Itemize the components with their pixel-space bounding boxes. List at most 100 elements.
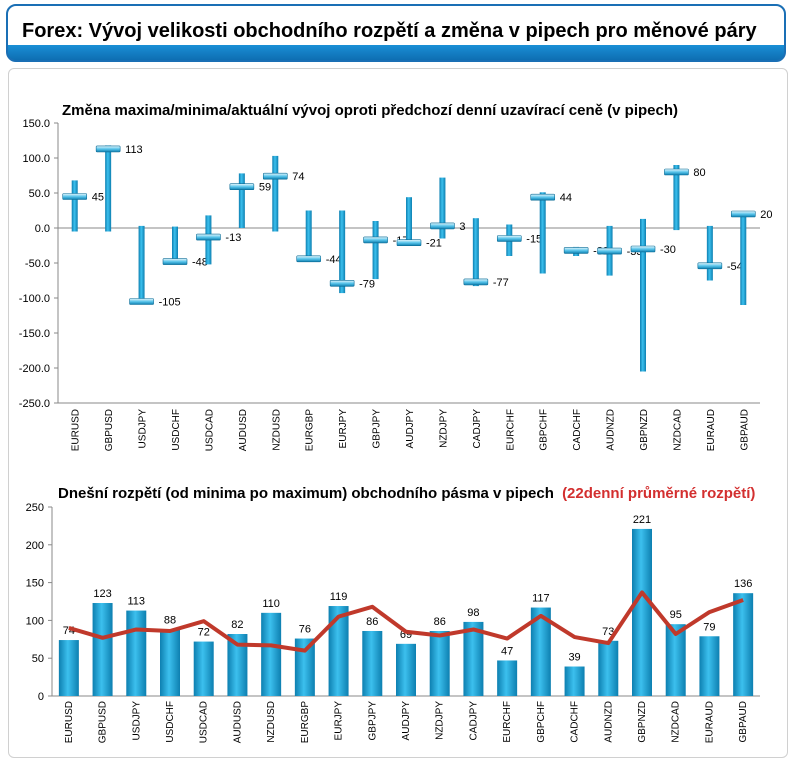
chart2-category-label: GBPAUD bbox=[738, 701, 749, 743]
chart2-category-label: USDCAD bbox=[199, 701, 210, 743]
chart1-category-label: AUDJPY bbox=[405, 409, 416, 449]
chart1-range-bar bbox=[339, 210, 346, 294]
chart2-category-label: GBPNZD bbox=[637, 701, 648, 743]
chart1-category-label: NZDJPY bbox=[438, 409, 449, 448]
chart2-bar bbox=[193, 641, 214, 696]
chart2-data-label: 76 bbox=[299, 624, 311, 636]
chart1-data-label: -77 bbox=[493, 277, 509, 289]
chart2-bar bbox=[328, 606, 349, 696]
chart2-category-label: NZDCAD bbox=[671, 701, 682, 743]
chart1-y-tick-label: 50.0 bbox=[29, 188, 50, 200]
chart1-category-label: EURCHF bbox=[505, 409, 516, 451]
chart1-current-marker bbox=[296, 255, 322, 263]
chart2-category-label: EURAUD bbox=[704, 701, 715, 743]
chart2-bar bbox=[396, 643, 416, 696]
chart1-axis: 150.0 100.0 50.0 0.0 -50.0 -100.0 -150.0 -200.0… bbox=[19, 118, 760, 451]
chart2-bar bbox=[598, 640, 619, 696]
chart1-category-label: EURGBP bbox=[305, 409, 316, 452]
chart2-marks: 7412311388728211076119866986984711739732… bbox=[58, 514, 754, 696]
chart2-bar bbox=[733, 593, 754, 696]
chart1-data-label: 74 bbox=[292, 171, 304, 183]
chart1-category-label: CADJPY bbox=[472, 409, 483, 449]
chart2-data-label: 82 bbox=[231, 619, 243, 631]
chart2-y-tick-label: 250 bbox=[26, 502, 44, 514]
chart1-data-label: -15 bbox=[526, 234, 542, 246]
chart1-marks: 45113-105-48-135974-44-79-17-213-77-1544… bbox=[62, 144, 773, 372]
chart1-current-marker bbox=[229, 183, 255, 190]
chart2-category-label: CADCHF bbox=[570, 701, 581, 743]
chart2-bar bbox=[429, 630, 450, 696]
chart2-category-label: GBPUSD bbox=[98, 701, 109, 743]
chart1-current-marker bbox=[730, 210, 756, 218]
chart1-range-bar bbox=[138, 225, 145, 303]
chart2-y-tick-label: 200 bbox=[26, 540, 44, 552]
chart1-data-label: -21 bbox=[426, 238, 442, 250]
chart2-data-label: 113 bbox=[128, 596, 146, 608]
chart2-data-label: 73 bbox=[602, 626, 614, 638]
chart2-category-label: GBPCHF bbox=[536, 701, 547, 743]
chart1-category-label: NZDCAD bbox=[672, 409, 683, 451]
chart2-y-tick-label: 50 bbox=[32, 653, 44, 665]
chart1-category-label: EURUSD bbox=[71, 409, 82, 451]
chart2-bar bbox=[497, 660, 518, 696]
chart1-current-marker bbox=[262, 172, 288, 180]
chart2-data-label: 110 bbox=[262, 598, 280, 610]
chart1-range-bar bbox=[372, 221, 379, 280]
chart1-range-bar bbox=[640, 218, 646, 372]
chart1-category-label: NZDUSD bbox=[271, 409, 282, 451]
chart2-bar bbox=[530, 607, 551, 696]
chart1-category-label: EURJPY bbox=[338, 409, 349, 449]
chart2-bar bbox=[362, 630, 383, 696]
chart1-current-marker bbox=[95, 145, 121, 153]
chart1-range-bar bbox=[305, 210, 312, 261]
chart1-y-tick-label: 0.0 bbox=[35, 223, 50, 235]
chart1-data-label: 80 bbox=[693, 167, 705, 179]
chart1-current-marker bbox=[496, 235, 522, 242]
chart2-data-label: 86 bbox=[366, 616, 378, 628]
chart1-current-marker bbox=[62, 193, 88, 200]
chart1-range-bar bbox=[272, 155, 279, 232]
chart1-range-bar bbox=[105, 145, 112, 232]
chart2-category-label: EURUSD bbox=[64, 701, 75, 743]
chart2-category-label: AUDJPY bbox=[401, 701, 412, 741]
chart1-data-label: 113 bbox=[125, 144, 143, 156]
chart1-data-label: 20 bbox=[760, 209, 772, 221]
chart1-y-tick-label: -250.0 bbox=[19, 398, 50, 410]
chart2-data-label: 72 bbox=[198, 627, 210, 639]
chart1-data-label: -13 bbox=[225, 232, 241, 244]
chart2-data-label: 88 bbox=[164, 614, 176, 626]
chart1-category-label: GBPNZD bbox=[639, 409, 650, 451]
chart1-data-label: 59 bbox=[259, 182, 271, 194]
chart1-data-label: -79 bbox=[359, 278, 375, 290]
chart2-bar bbox=[665, 624, 686, 696]
chart2-y-tick-label: 100 bbox=[26, 615, 44, 627]
chart1-current-marker bbox=[162, 258, 188, 265]
chart2-data-label: 95 bbox=[670, 609, 682, 621]
chart1-range-bar bbox=[472, 218, 479, 287]
chart2-category-label: AUDNZD bbox=[603, 701, 614, 743]
chart1-y-tick-label: -150.0 bbox=[19, 328, 50, 340]
chart1-category-label: GBPAUD bbox=[739, 409, 750, 451]
chart1-current-marker bbox=[129, 298, 154, 305]
chart1-title: Změna maxima/minima/aktuální vývoj oprot… bbox=[62, 102, 678, 119]
chart1-current-marker bbox=[597, 247, 622, 255]
chart2-bar bbox=[294, 638, 315, 696]
chart1-range-bar bbox=[238, 173, 245, 228]
chart1-range-bar bbox=[439, 177, 446, 239]
header-banner: Forex: Vývoj velikosti obchodního rozpět… bbox=[6, 4, 786, 62]
chart2-bar bbox=[160, 629, 180, 696]
chart1-data-label: 3 bbox=[459, 221, 465, 233]
chart2-average-line bbox=[68, 590, 744, 653]
chart2-category-label: EURCHF bbox=[502, 701, 513, 743]
chart1-data-label: 44 bbox=[560, 192, 572, 204]
chart1-current-marker bbox=[563, 247, 589, 254]
chart1-data-label: -54 bbox=[727, 261, 743, 273]
chart1-category-label: AUDNZD bbox=[606, 409, 617, 451]
chart1-range-bar bbox=[539, 192, 546, 274]
chart2-title-accent: (22denní průměrné rozpětí) bbox=[562, 485, 755, 502]
chart1-y-tick-label: -50.0 bbox=[25, 258, 50, 270]
chart2-category-label: AUDUSD bbox=[232, 701, 243, 743]
chart2-bar bbox=[261, 612, 282, 696]
chart2-y-tick-label: 0 bbox=[38, 691, 44, 703]
